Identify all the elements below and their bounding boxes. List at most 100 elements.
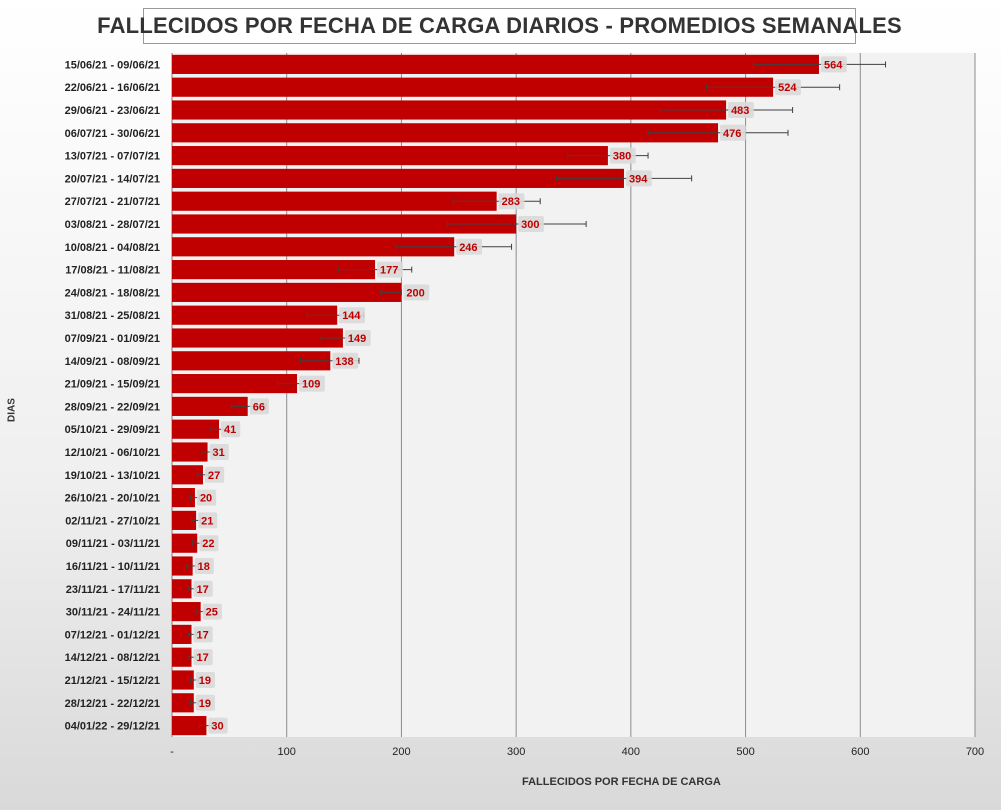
data-label-box <box>193 649 213 666</box>
bar <box>172 351 331 371</box>
data-label: 246 <box>459 242 477 254</box>
bar <box>172 374 298 394</box>
bar <box>172 624 192 644</box>
bar <box>172 579 192 599</box>
x-tick-label: 400 <box>622 746 640 758</box>
data-label: 19 <box>199 698 211 710</box>
bar <box>172 282 402 302</box>
bar <box>172 602 201 622</box>
category-label: 21/12/21 - 15/12/21 <box>65 675 160 687</box>
data-label-box <box>332 352 359 369</box>
data-label-box <box>204 466 225 483</box>
category-label: 09/11/21 - 03/11/21 <box>66 538 160 550</box>
data-label-box <box>377 261 403 278</box>
bar <box>172 488 195 508</box>
category-label: 21/09/21 - 15/09/21 <box>65 379 160 391</box>
data-label-box <box>339 307 365 324</box>
bar <box>172 328 343 348</box>
data-label: 18 <box>198 561 210 573</box>
data-label: 22 <box>202 538 214 550</box>
data-label: 17 <box>197 629 209 641</box>
data-label-box <box>498 193 525 210</box>
data-label-box <box>456 238 482 255</box>
category-label: 19/10/21 - 13/10/21 <box>65 470 160 482</box>
data-label: 144 <box>342 310 361 322</box>
bar <box>172 237 455 257</box>
data-label: 21 <box>201 515 213 527</box>
category-label: 26/10/21 - 20/10/21 <box>65 493 160 505</box>
data-label: 30 <box>211 721 223 733</box>
data-label-box <box>299 375 325 392</box>
data-label-box <box>403 284 430 301</box>
category-label: 28/12/21 - 22/12/21 <box>65 698 160 710</box>
category-label: 06/07/21 - 30/06/21 <box>65 128 160 140</box>
x-tick-label: 300 <box>507 746 525 758</box>
bar <box>172 191 497 211</box>
category-label: 02/11/21 - 27/10/21 <box>65 515 160 527</box>
bar <box>172 693 194 713</box>
x-tick-label: 600 <box>851 746 869 758</box>
data-label: 17 <box>197 584 209 596</box>
data-label-box <box>221 421 241 438</box>
data-label: 149 <box>348 333 366 345</box>
bar <box>172 123 719 143</box>
category-label: 16/11/21 - 10/11/21 <box>66 561 160 573</box>
data-label: 66 <box>253 401 265 413</box>
category-label: 22/06/21 - 16/06/21 <box>65 82 160 94</box>
category-label: 27/07/21 - 21/07/21 <box>65 196 160 208</box>
data-label: 27 <box>208 470 220 482</box>
bar <box>172 419 220 439</box>
category-label: 20/07/21 - 14/07/21 <box>65 173 160 185</box>
bar <box>172 146 608 166</box>
category-label: 12/10/21 - 06/10/21 <box>65 447 160 459</box>
data-label: 476 <box>723 128 741 140</box>
x-axis-title: FALLECIDOS POR FECHA DE CARGA <box>522 776 721 788</box>
data-label-box <box>193 626 213 643</box>
data-label: 300 <box>521 219 539 231</box>
category-label: 28/09/21 - 22/09/21 <box>65 401 160 413</box>
category-label: 13/07/21 - 07/07/21 <box>65 151 160 163</box>
category-label: 14/12/21 - 08/12/21 <box>65 652 160 664</box>
data-label-box <box>775 79 801 96</box>
category-label: 03/08/21 - 28/07/21 <box>65 219 160 231</box>
data-label: 19 <box>199 675 211 687</box>
x-tick-label: 200 <box>392 746 410 758</box>
data-label: 17 <box>197 652 209 664</box>
chart-title: FALLECIDOS POR FECHA DE CARGA DIARIOS - … <box>97 8 902 44</box>
bar <box>172 100 727 120</box>
bar <box>172 510 197 530</box>
data-label: 200 <box>406 287 424 299</box>
data-label: 31 <box>213 447 225 459</box>
data-label-box <box>820 56 847 73</box>
category-label: 14/09/21 - 08/09/21 <box>65 356 160 368</box>
data-label-box <box>209 444 229 460</box>
data-label-box <box>208 717 228 734</box>
category-label: 24/08/21 - 18/08/21 <box>65 287 160 299</box>
data-label-box <box>728 102 754 118</box>
data-label-box <box>193 580 213 597</box>
data-label: 138 <box>335 356 353 368</box>
x-tick-label: - <box>170 746 174 758</box>
data-label: 524 <box>778 82 797 94</box>
data-label: 20 <box>200 493 212 505</box>
data-label-box <box>198 512 218 529</box>
bar <box>172 465 203 485</box>
data-label-box <box>249 398 269 415</box>
bar <box>172 305 338 325</box>
data-label-box <box>195 672 215 688</box>
data-label-box <box>199 535 219 552</box>
x-tick-label: 500 <box>736 746 754 758</box>
data-label-box <box>344 330 371 346</box>
bar <box>172 77 774 97</box>
data-label-box <box>195 694 215 711</box>
bar <box>172 260 376 280</box>
data-label: 109 <box>302 379 320 391</box>
category-label: 10/08/21 - 04/08/21 <box>65 242 160 254</box>
data-label: 380 <box>613 151 631 163</box>
x-tick-label: 100 <box>278 746 296 758</box>
data-label-box <box>720 124 746 141</box>
category-label: 07/12/21 - 01/12/21 <box>65 629 160 641</box>
data-label: 25 <box>206 607 218 619</box>
data-label-box <box>609 147 636 164</box>
data-label: 283 <box>502 196 520 208</box>
